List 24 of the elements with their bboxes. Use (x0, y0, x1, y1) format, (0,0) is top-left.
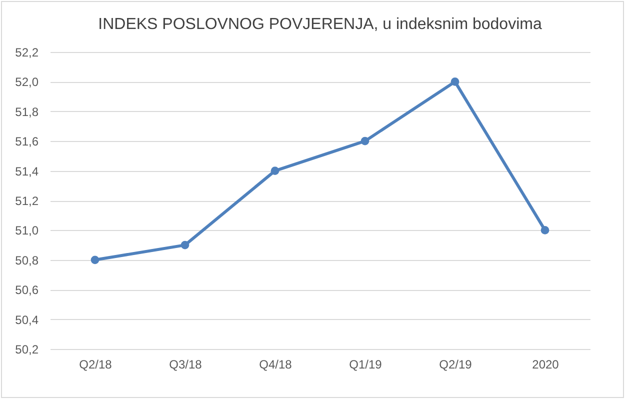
y-tick-label: 50,6 (15, 283, 39, 298)
point (90, 256, 100, 264)
y-tick-label: 50,2 (15, 342, 39, 356)
x-tick-label: Q2/19 (439, 358, 472, 372)
point (450, 78, 460, 86)
y-tick-label: 50,4 (15, 312, 39, 327)
y-tick-label: 51,2 (15, 194, 39, 208)
y-tick-label: 51,6 (15, 134, 39, 149)
point (180, 240, 190, 250)
point (270, 166, 280, 175)
chart-title: INDEKS POSLOVNOG POVJERENJA, u indeksnim bodovima (98, 16, 542, 33)
y-tick-label: 51,0 (15, 224, 39, 238)
x-tick-label: Q3/18 (169, 358, 202, 372)
y-tick-label: 52,0 (15, 75, 39, 90)
point (540, 226, 550, 234)
x-tick-label: Q2/18 (79, 358, 112, 372)
x-tick-label: Q1/19 (349, 358, 382, 372)
point (360, 136, 370, 146)
x-tick-label: Q4/18 (259, 358, 292, 372)
y-tick-label: 51,8 (15, 104, 39, 119)
y-tick-label: 50,8 (15, 253, 39, 268)
y-tick-label: 52,2 (15, 46, 39, 60)
x-tick-label: 2020 (532, 358, 560, 372)
y-tick-label: 51,4 (15, 164, 39, 178)
